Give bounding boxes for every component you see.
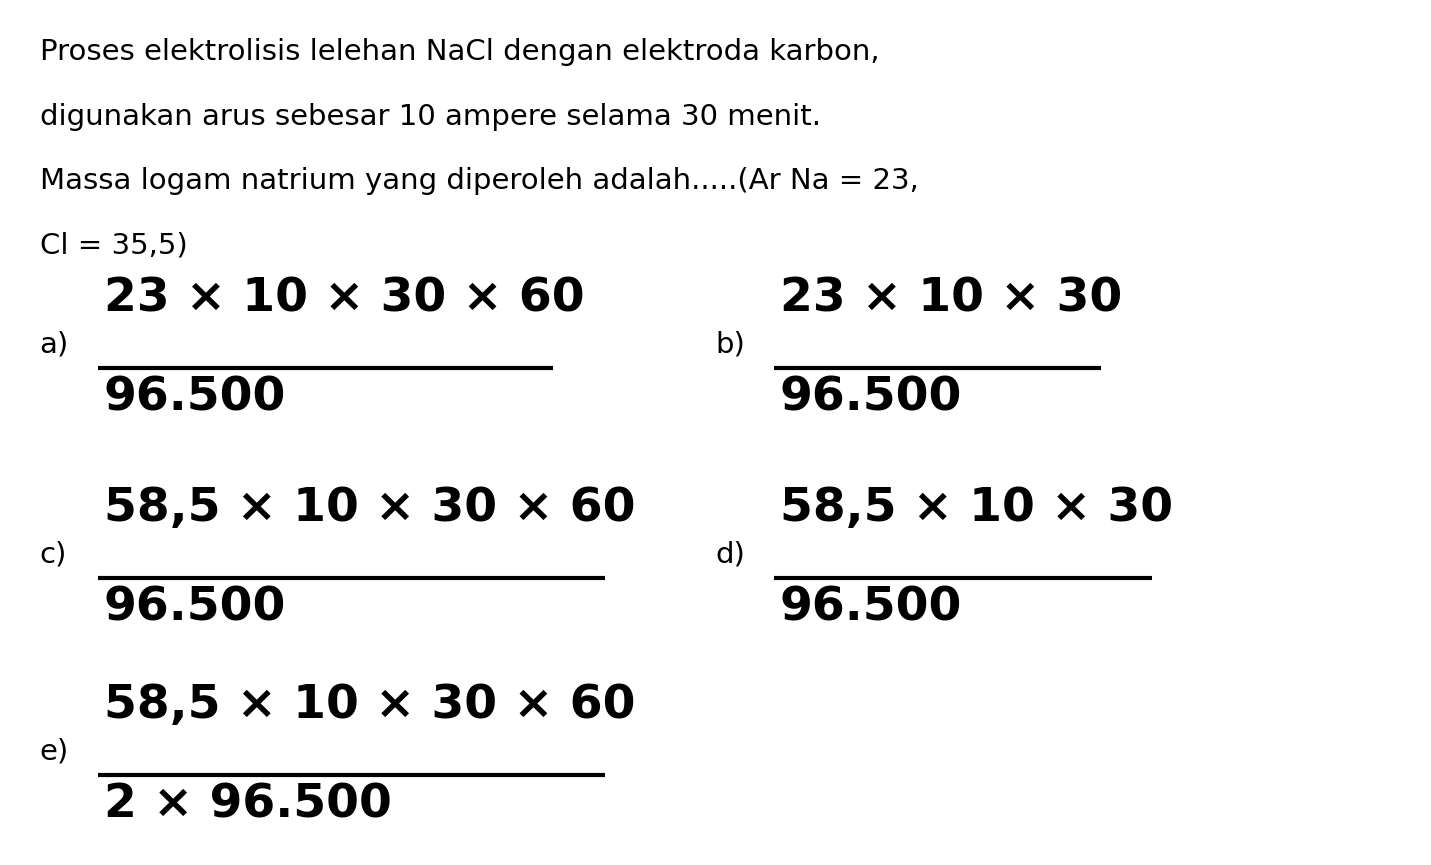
Text: 58,5 × 10 × 30 × 60: 58,5 × 10 × 30 × 60 — [104, 486, 635, 531]
Text: 23 × 10 × 30 × 60: 23 × 10 × 30 × 60 — [104, 276, 584, 321]
Text: c): c) — [40, 541, 67, 568]
Text: 96.500: 96.500 — [780, 375, 962, 420]
Text: Cl = 35,5): Cl = 35,5) — [40, 231, 187, 260]
Text: d): d) — [716, 541, 746, 568]
Text: 58,5 × 10 × 30: 58,5 × 10 × 30 — [780, 486, 1172, 531]
Text: 96.500: 96.500 — [780, 586, 962, 631]
Text: 58,5 × 10 × 30 × 60: 58,5 × 10 × 30 × 60 — [104, 683, 635, 728]
Text: Massa logam natrium yang diperoleh adalah.....(Ar Na = 23,: Massa logam natrium yang diperoleh adala… — [40, 167, 919, 195]
Text: Proses elektrolisis lelehan NaCl dengan elektroda karbon,: Proses elektrolisis lelehan NaCl dengan … — [40, 38, 880, 67]
Text: 96.500: 96.500 — [104, 375, 286, 420]
Text: 2 × 96.500: 2 × 96.500 — [104, 782, 392, 827]
Text: b): b) — [716, 330, 746, 359]
Text: 96.500: 96.500 — [104, 586, 286, 631]
Text: digunakan arus sebesar 10 ampere selama 30 menit.: digunakan arus sebesar 10 ampere selama … — [40, 103, 821, 131]
Text: 23 × 10 × 30: 23 × 10 × 30 — [780, 276, 1122, 321]
Text: e): e) — [40, 738, 69, 766]
Text: a): a) — [40, 330, 69, 359]
